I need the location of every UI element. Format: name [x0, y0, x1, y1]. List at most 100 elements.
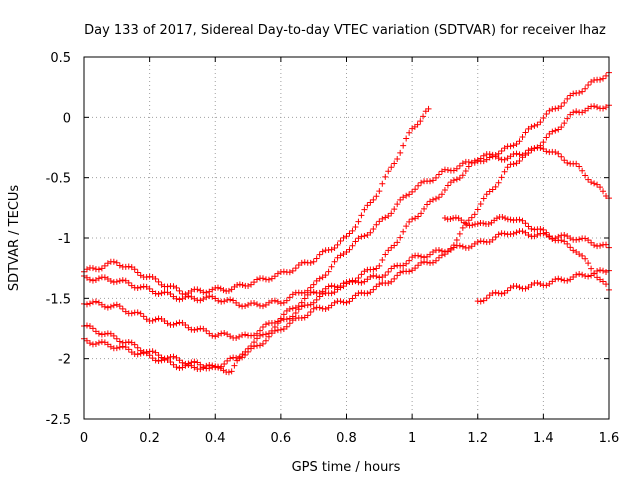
data-point	[489, 236, 496, 243]
data-point	[474, 156, 481, 163]
data-point	[516, 138, 523, 145]
data-point	[358, 279, 365, 286]
data-point	[403, 192, 410, 199]
data-point	[286, 305, 293, 312]
data-point	[603, 269, 610, 276]
data-point	[209, 332, 216, 339]
data-point	[591, 103, 598, 110]
data-point	[397, 269, 404, 276]
data-point	[441, 251, 448, 258]
data-point	[522, 150, 529, 157]
data-point	[110, 332, 117, 339]
data-point	[310, 305, 317, 312]
x-tick-label: 0.8	[336, 431, 357, 446]
data-point	[382, 173, 389, 180]
data-point	[236, 281, 243, 288]
data-point	[510, 142, 517, 149]
data-point	[452, 214, 459, 221]
data-point	[119, 343, 126, 350]
data-point	[394, 239, 401, 246]
data-point	[271, 273, 278, 280]
data-point	[379, 256, 386, 263]
data-point	[495, 231, 502, 238]
data-point	[167, 358, 174, 365]
data-point	[280, 268, 287, 275]
data-point	[597, 267, 604, 274]
data-point	[597, 184, 604, 191]
data-point	[259, 340, 266, 347]
data-point	[367, 273, 374, 280]
data-point	[319, 290, 326, 297]
data-point	[519, 217, 526, 224]
data-point	[310, 299, 317, 306]
data-point	[95, 275, 102, 282]
data-point	[588, 265, 595, 272]
data-point	[591, 242, 598, 249]
data-point	[480, 158, 487, 165]
data-point	[465, 217, 472, 224]
data-point	[370, 286, 377, 293]
data-point	[444, 182, 451, 189]
data-point	[95, 266, 102, 273]
data-point	[254, 335, 261, 342]
data-point	[262, 321, 269, 328]
data-point	[194, 326, 201, 333]
data-point	[358, 233, 365, 240]
data-point	[337, 238, 344, 245]
data-point	[225, 369, 232, 376]
data-point	[585, 237, 592, 244]
data-point	[221, 330, 228, 337]
x-tick-label: 1.6	[599, 431, 620, 446]
data-point	[391, 206, 398, 213]
data-point	[352, 238, 359, 245]
x-tick-label: 0.2	[139, 431, 160, 446]
data-point	[334, 241, 341, 248]
data-point	[376, 262, 383, 269]
data-point	[113, 278, 120, 285]
data-point	[507, 216, 514, 223]
data-point	[582, 255, 589, 262]
data-point	[236, 355, 243, 362]
data-point	[582, 172, 589, 179]
data-point	[149, 348, 156, 355]
series-1	[81, 105, 432, 298]
data-point	[349, 227, 356, 234]
data-point	[116, 303, 123, 310]
data-point	[245, 282, 252, 289]
data-point	[104, 304, 111, 311]
data-point	[185, 361, 192, 368]
data-point	[513, 283, 520, 290]
data-point	[576, 236, 583, 243]
data-point	[543, 111, 550, 118]
data-point	[239, 332, 246, 339]
data-point	[409, 216, 416, 223]
data-point	[113, 259, 120, 266]
data-point	[495, 179, 502, 186]
data-point	[110, 302, 117, 309]
data-point	[543, 148, 550, 155]
data-marks	[81, 69, 612, 376]
data-point	[450, 215, 457, 222]
data-point	[406, 129, 413, 136]
data-point	[310, 281, 317, 288]
y-tick-label: -2	[58, 353, 71, 368]
data-point	[561, 238, 568, 245]
data-point	[307, 259, 314, 266]
data-point	[403, 135, 410, 142]
data-point	[463, 221, 470, 228]
data-point	[534, 231, 541, 238]
data-point	[585, 260, 592, 267]
data-point	[92, 277, 99, 284]
series-5	[81, 102, 612, 373]
data-point	[251, 300, 258, 307]
data-point	[128, 310, 135, 317]
data-point	[101, 303, 108, 310]
data-point	[504, 164, 511, 171]
data-point	[564, 240, 571, 247]
data-point	[152, 290, 159, 297]
data-point	[215, 364, 222, 371]
data-point	[304, 312, 311, 319]
data-point	[546, 233, 553, 240]
data-point	[549, 235, 556, 242]
data-point	[492, 183, 499, 190]
